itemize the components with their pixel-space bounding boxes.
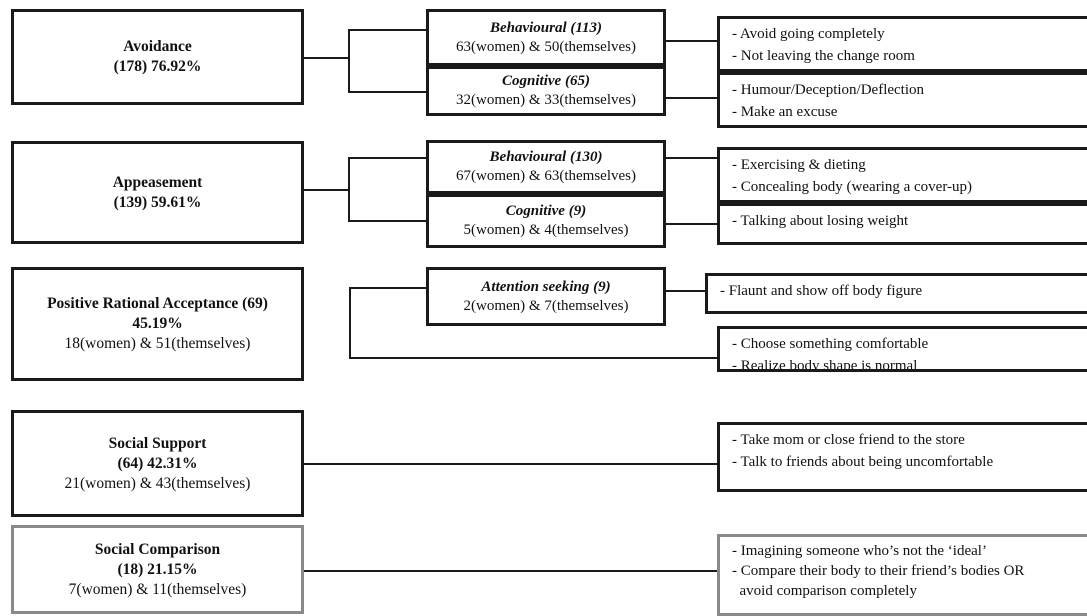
category-title: Social Support — [108, 434, 207, 452]
connector-line — [349, 287, 426, 289]
response-box: - Exercising & dieting - Concealing body… — [717, 147, 1087, 203]
subcategory-detail: 2(women) & 7(themselves) — [463, 297, 629, 314]
connector-line — [348, 91, 426, 93]
category-positive-rational-acceptance: Positive Rational Acceptance (69) 45.19%… — [11, 267, 304, 381]
response-item: - Imagining someone who’s not the ‘ideal… — [732, 543, 987, 559]
connector-line — [666, 40, 717, 42]
subcategory-detail: 5(women) & 4(themselves) — [463, 222, 629, 238]
response-item: - Exercising & dieting — [732, 157, 866, 173]
subcategory-detail: 67(women) & 63(themselves) — [456, 168, 636, 184]
response-item: - Take mom or close friend to the store — [732, 432, 965, 448]
category-stat: (64) 42.31% — [117, 454, 198, 472]
response-item: avoid comparison completely — [732, 583, 917, 599]
connector-line — [349, 357, 717, 359]
subcategory-title: Behavioural (130) — [489, 149, 603, 165]
connector-line — [666, 223, 717, 225]
subcategory-title: Behavioural (113) — [489, 19, 603, 36]
connector-line — [304, 189, 349, 191]
category-detail: 18(women) & 51(themselves) — [64, 335, 251, 352]
category-social-support: Social Support (64) 42.31% 21(women) & 4… — [11, 410, 304, 517]
connector-line — [348, 157, 426, 159]
response-item: - Choose something comfortable — [732, 336, 929, 352]
category-title: Appeasement — [112, 173, 203, 191]
category-title: Social Comparison — [94, 540, 221, 558]
connector-line — [348, 29, 426, 31]
response-box: - Talking about losing weight — [717, 203, 1087, 245]
response-item: - Flaunt and show off body figure — [720, 283, 923, 299]
category-stat: (18) 21.15% — [117, 560, 198, 578]
response-box: - Avoid going completely - Not leaving t… — [717, 16, 1087, 72]
response-item: - Talk to friends about being uncomforta… — [732, 454, 994, 470]
connector-line — [304, 463, 717, 465]
category-stat: (139) 59.61% — [113, 193, 202, 211]
response-item: - Concealing body (wearing a cover-up) — [732, 179, 973, 195]
connector-line — [348, 220, 426, 222]
subcategory-title: Cognitive (9) — [505, 203, 587, 219]
response-item: - Make an excuse — [732, 104, 838, 120]
response-item: - Realize body shape is normal — [732, 358, 918, 372]
connector-line — [666, 290, 705, 292]
connector-line — [304, 57, 349, 59]
subcategory-detail: 32(women) & 33(themselves) — [456, 92, 636, 108]
category-appeasement: Appeasement (139) 59.61% — [11, 141, 304, 244]
response-box: - Flaunt and show off body figure — [705, 273, 1087, 314]
subcategory-cognitive-appeasement: Cognitive (9) 5(women) & 4(themselves) — [426, 194, 666, 248]
subcategory-behavioural-avoidance: Behavioural (113) 63(women) & 50(themsel… — [426, 9, 666, 66]
subcategory-detail: 63(women) & 50(themselves) — [456, 38, 636, 55]
category-stat: 45.19% — [132, 315, 183, 332]
category-title: Positive Rational Acceptance (69) — [47, 295, 268, 312]
response-item: - Humour/Deception/Deflection — [732, 82, 925, 98]
subcategory-title: Cognitive (65) — [502, 73, 590, 89]
connector-line — [304, 570, 717, 572]
connector-line — [348, 29, 350, 92]
response-box: - Imagining someone who’s not the ‘ideal… — [717, 534, 1087, 616]
connector-line — [666, 157, 717, 159]
response-item: - Compare their body to their friend’s b… — [732, 563, 1025, 579]
connector-line — [666, 97, 717, 99]
category-detail: 7(women) & 11(themselves) — [68, 580, 247, 598]
category-title: Avoidance — [123, 38, 192, 55]
response-item: - Avoid going completely — [732, 26, 885, 42]
subcategory-cognitive-avoidance: Cognitive (65) 32(women) & 33(themselves… — [426, 66, 666, 116]
category-stat: (178) 76.92% — [113, 58, 202, 75]
category-social-comparison: Social Comparison (18) 21.15% 7(women) &… — [11, 525, 304, 614]
response-item: - Talking about losing weight — [732, 213, 909, 229]
category-avoidance: Avoidance (178) 76.92% — [11, 9, 304, 105]
subcategory-attention-seeking: Attention seeking (9) 2(women) & 7(thems… — [426, 267, 666, 326]
connector-line — [349, 287, 351, 358]
category-detail: 21(women) & 43(themselves) — [64, 474, 251, 492]
response-box: - Take mom or close friend to the store … — [717, 422, 1087, 492]
response-item: - Not leaving the change room — [732, 48, 915, 64]
subcategory-title: Attention seeking (9) — [481, 278, 611, 295]
response-box: - Humour/Deception/Deflection - Make an … — [717, 72, 1087, 128]
connector-line — [348, 157, 350, 221]
response-box: - Choose something comfortable - Realize… — [717, 326, 1087, 372]
subcategory-behavioural-appeasement: Behavioural (130) 67(women) & 63(themsel… — [426, 140, 666, 194]
